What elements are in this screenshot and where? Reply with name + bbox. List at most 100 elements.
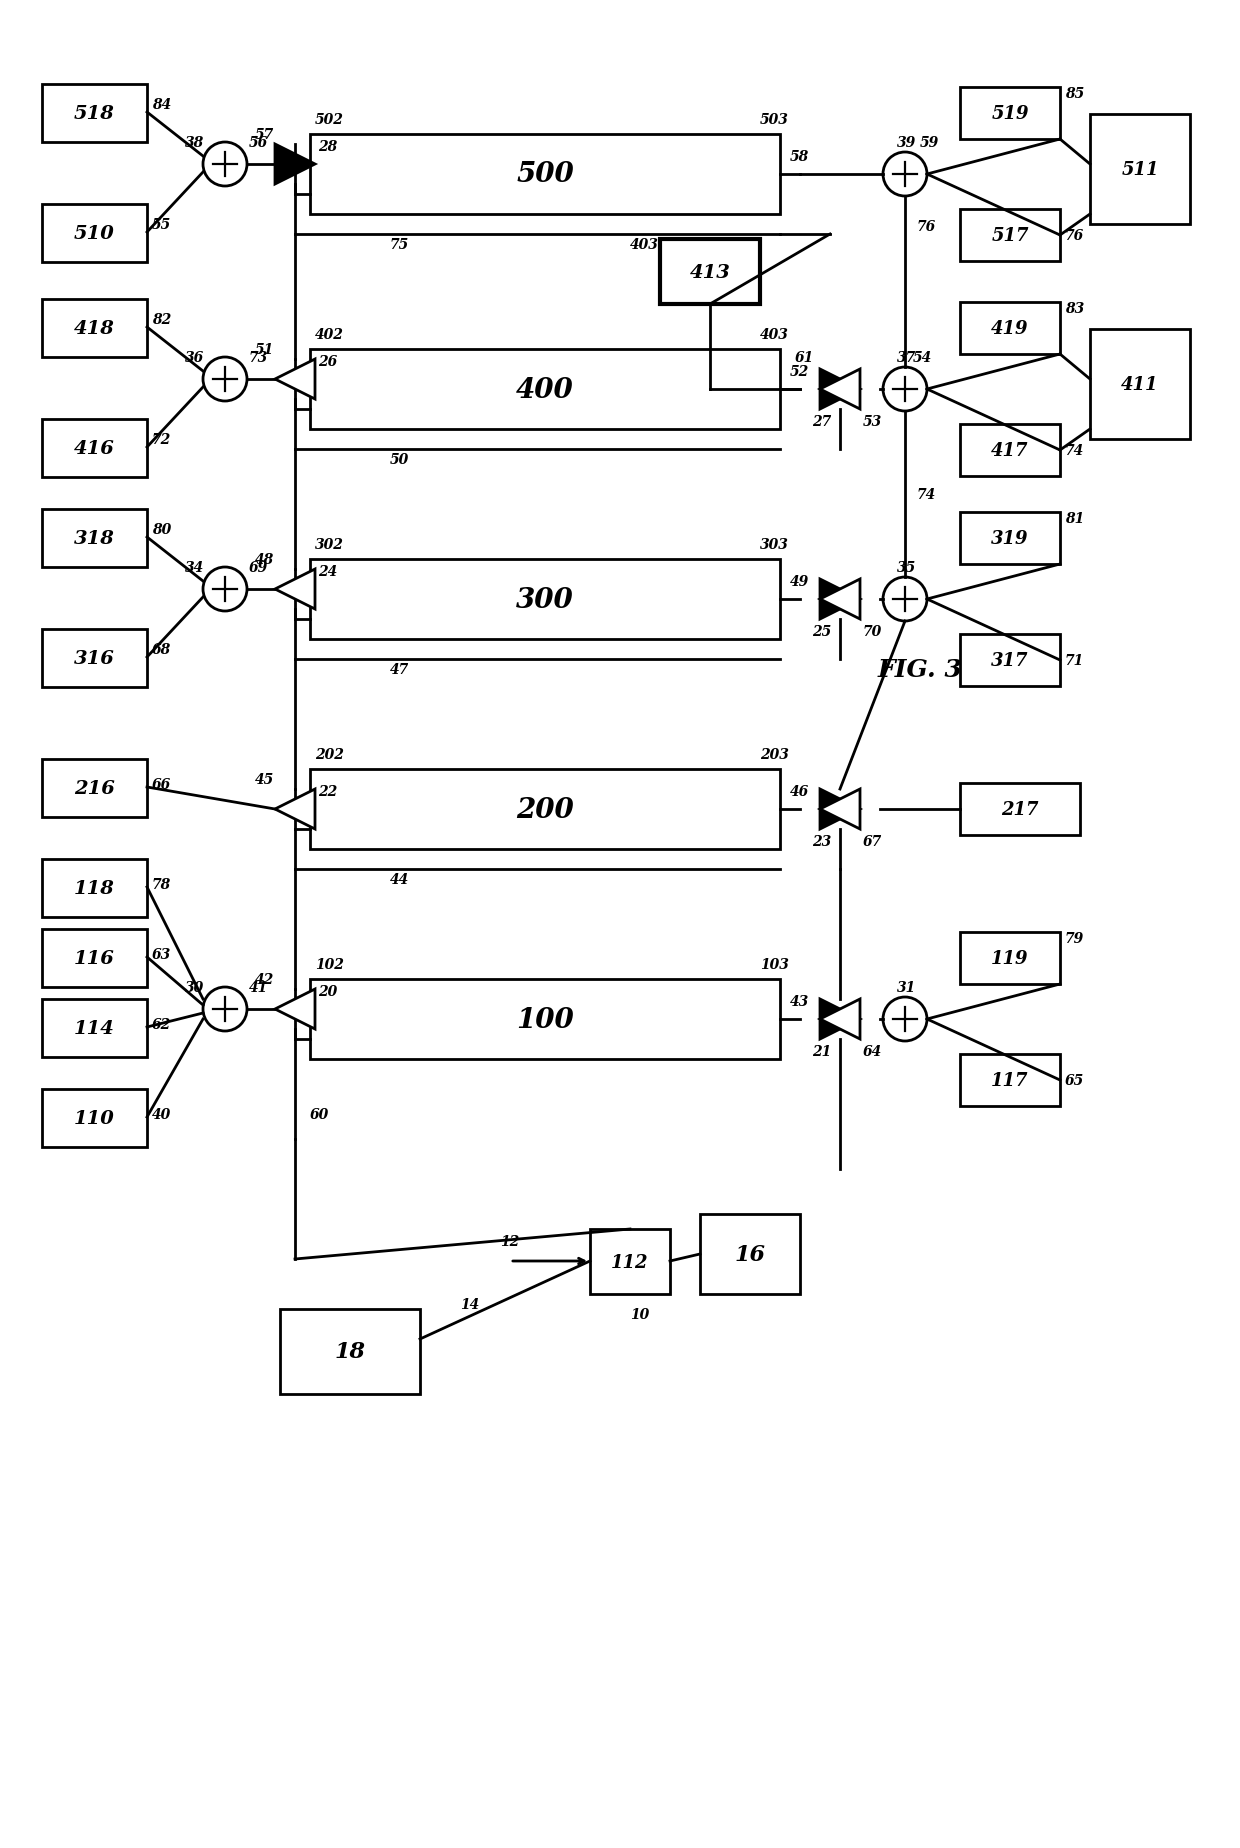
Text: 26: 26 [317,355,337,370]
Text: 52: 52 [790,364,810,379]
Text: 47: 47 [391,663,409,676]
Text: 16: 16 [734,1244,765,1266]
Text: 511: 511 [1121,161,1158,179]
Text: 416: 416 [74,440,115,458]
Bar [310,560,780,639]
Text: 413: 413 [689,264,730,281]
Bar [42,85,148,142]
Text: 100: 100 [516,1005,574,1033]
Bar [960,89,1060,140]
Text: 202: 202 [315,748,343,761]
Text: 200: 200 [516,796,574,822]
Text: 74: 74 [918,488,936,501]
Bar [960,933,1060,985]
Text: 116: 116 [74,950,115,968]
Text: 85: 85 [1065,87,1084,102]
Bar [660,240,760,305]
Bar [42,630,148,687]
Text: 76: 76 [1065,229,1084,242]
Bar [1090,115,1190,225]
Polygon shape [820,580,861,619]
Text: 63: 63 [153,948,171,961]
Polygon shape [820,1000,861,1039]
Text: 203: 203 [760,748,789,761]
Text: 403: 403 [630,238,658,251]
Bar [42,205,148,262]
Text: 510: 510 [74,225,115,242]
Bar [310,135,780,214]
Text: 316: 316 [74,650,115,667]
Text: 56: 56 [249,137,268,150]
Text: 110: 110 [74,1109,115,1127]
Bar [42,930,148,987]
Bar [960,425,1060,477]
Text: 31: 31 [897,981,916,994]
Text: 36: 36 [185,351,205,364]
Text: 82: 82 [153,312,171,327]
Text: 71: 71 [1065,654,1084,667]
Text: 80: 80 [153,523,171,536]
Text: 20: 20 [317,985,337,998]
Text: 10: 10 [630,1307,650,1321]
Bar [960,634,1060,687]
Text: 419: 419 [991,320,1029,338]
Text: 216: 216 [74,780,115,798]
Bar [42,299,148,359]
Text: 41: 41 [249,981,268,994]
Text: 48: 48 [255,553,274,567]
Text: 503: 503 [760,113,789,128]
Text: 72: 72 [153,432,171,447]
Text: 23: 23 [812,835,831,848]
Text: 43: 43 [790,994,810,1009]
Text: 502: 502 [315,113,343,128]
Text: 30: 30 [185,981,205,994]
Text: 68: 68 [153,643,171,656]
Text: 62: 62 [153,1018,171,1031]
Text: 44: 44 [391,872,409,887]
Bar [280,1308,420,1393]
Text: 103: 103 [760,957,789,972]
Bar [42,419,148,479]
Bar [42,1090,148,1148]
Polygon shape [820,1000,861,1039]
Text: 21: 21 [812,1044,831,1059]
Text: 319: 319 [991,530,1029,547]
Text: 37: 37 [897,351,916,364]
Bar [960,211,1060,262]
Polygon shape [275,989,315,1029]
Text: 84: 84 [153,98,171,113]
Text: 35: 35 [897,560,916,575]
Text: 59: 59 [920,137,939,150]
Text: 22: 22 [317,785,337,798]
Polygon shape [275,144,315,185]
Text: 53: 53 [863,414,882,429]
Bar [590,1229,670,1294]
Polygon shape [820,370,861,410]
Polygon shape [820,580,861,619]
Bar [960,303,1060,355]
Polygon shape [820,370,861,410]
Text: 403: 403 [760,327,789,342]
Text: FIG. 3: FIG. 3 [878,658,962,682]
Text: 118: 118 [74,880,115,898]
Text: 75: 75 [391,238,409,251]
Text: 302: 302 [315,538,343,553]
Text: 117: 117 [991,1072,1029,1090]
Polygon shape [820,789,861,830]
Text: 57: 57 [255,128,274,142]
Text: 38: 38 [185,137,205,150]
Text: 49: 49 [790,575,810,590]
Bar [960,784,1080,835]
Bar [42,510,148,567]
Text: 112: 112 [611,1253,649,1271]
Text: 119: 119 [991,950,1029,968]
Text: 50: 50 [391,453,409,468]
Text: 51: 51 [255,344,274,357]
Text: 83: 83 [1065,301,1084,316]
Text: 318: 318 [74,530,115,547]
Text: 518: 518 [74,105,115,124]
Text: 14: 14 [460,1297,479,1312]
Text: 28: 28 [317,140,337,153]
Bar [310,769,780,850]
Text: 39: 39 [897,137,916,150]
